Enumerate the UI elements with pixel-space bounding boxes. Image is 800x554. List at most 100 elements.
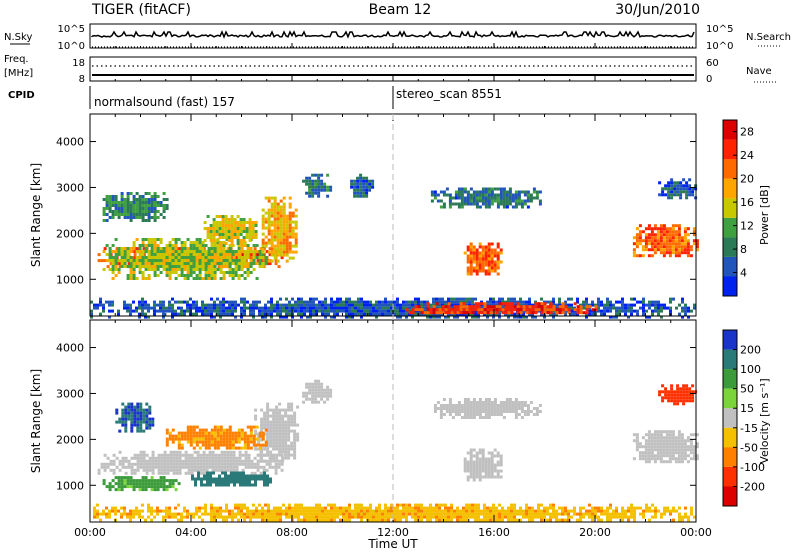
nsearch-tick-top: 10^5 xyxy=(706,24,733,35)
power-colorbar-label: Power [dB] xyxy=(758,185,771,245)
velocity-region-1 xyxy=(191,471,272,487)
power-region-3 xyxy=(203,215,258,245)
nsearch-tick-bottom: 10^0 xyxy=(706,41,733,52)
velocity-colorbar-swatch-5 xyxy=(723,427,737,448)
power-ylabel: Slant Range [km] xyxy=(29,163,43,267)
velocity-colorbar-tick-7: -200 xyxy=(740,480,765,493)
power-colorbar-swatch-0 xyxy=(723,276,737,296)
power-colorbar-swatch-6 xyxy=(723,159,737,179)
velocity-colorbar-tick-4: -15 xyxy=(740,422,758,435)
velocity-colorbar-swatch-6 xyxy=(723,447,737,467)
velocity-colorbar-tick-0: 200 xyxy=(740,344,761,357)
power-region-6 xyxy=(350,173,375,198)
velocity-colorbar-tick-2: 50 xyxy=(740,383,754,396)
velocity-ytick-label-2: 3000 xyxy=(56,387,84,400)
nsky-label: N.Sky xyxy=(4,32,32,43)
x-tick-label-6: 00:00 xyxy=(680,526,712,539)
power-colorbar-swatch-2 xyxy=(723,237,737,257)
velocity-ytick-label-3: 4000 xyxy=(56,342,84,355)
power-ytick-label-2: 3000 xyxy=(56,181,84,194)
freq-panel-frame xyxy=(89,56,697,82)
power-heatmap xyxy=(90,173,699,319)
velocity-axes: 1000 2000 3000 4000 xyxy=(56,320,697,522)
date-title: 30/Jun/2010 xyxy=(615,2,700,18)
power-region-5 xyxy=(302,173,333,198)
freq-unit: [MHz] xyxy=(4,68,33,79)
cpid-segment-normalsound: normalsound (fast) 157 xyxy=(94,95,235,109)
nave-label: Nave xyxy=(746,66,772,77)
x-tick-label-2: 08:00 xyxy=(276,526,308,539)
velocity-region-5 xyxy=(165,425,268,450)
velocity-panel-frame xyxy=(89,319,697,523)
velocity-colorbar-tick-6: -100 xyxy=(740,461,765,474)
cpid-label: CPID xyxy=(8,90,35,101)
velocity-colorbar-label: Velocity [m s⁻¹] xyxy=(758,378,771,463)
power-colorbar-swatch-7 xyxy=(723,139,737,160)
velocity-region-0 xyxy=(97,450,284,475)
velocity-colorbar-swatch-7 xyxy=(723,466,737,487)
velocity-region-8 xyxy=(463,448,503,482)
power-colorbar-tick-2: 12 xyxy=(740,220,754,233)
velocity-colorbar-tick-3: 15 xyxy=(740,402,754,415)
power-ytick-label-1: 2000 xyxy=(56,227,84,240)
time-axis-title: Time UT xyxy=(367,537,418,551)
power-colorbar-tick-3: 16 xyxy=(740,196,754,209)
velocity-ytick-label-1: 2000 xyxy=(56,433,84,446)
freq-tick-top: 18 xyxy=(72,58,85,69)
power-region-8 xyxy=(463,242,503,276)
velocity-region-4 xyxy=(115,402,155,433)
velocity-colorbar: 200 100 50 15 -15 -50 -100 -200 xyxy=(722,329,765,507)
nsearch-label: N.Search xyxy=(746,32,791,43)
power-region-1 xyxy=(102,238,268,280)
velocity-colorbar-swatch-1 xyxy=(723,349,737,370)
power-region-9 xyxy=(632,224,699,258)
freq-tick-bottom: 8 xyxy=(79,74,85,85)
time-axis-labels: 00:00 04:00 08:00 12:00 16:00 20:00 00:00 xyxy=(74,526,712,539)
freq-label: Freq. xyxy=(4,54,29,65)
x-tick-label-4: 16:00 xyxy=(478,526,510,539)
velocity-colorbar-swatch-2 xyxy=(723,369,737,389)
x-tick-label-5: 20:00 xyxy=(579,526,611,539)
power-region-10 xyxy=(658,178,698,200)
velocity-region-9 xyxy=(632,430,699,464)
nsky-tick-bottom: 10^0 xyxy=(58,41,85,52)
power-colorbar-swatch-1 xyxy=(723,256,737,277)
power-colorbar-tick-4: 20 xyxy=(740,173,754,186)
velocity-region-7 xyxy=(433,398,542,419)
power-colorbar-tick-1: 8 xyxy=(740,243,747,256)
velocity-heatmap xyxy=(93,379,699,522)
power-region-4 xyxy=(102,192,169,222)
velocity-region-11 xyxy=(93,503,696,522)
velocity-ytick-label-0: 1000 xyxy=(56,479,84,492)
radar-title: TIGER (fitACF) xyxy=(91,2,191,18)
nave-tick-top: 60 xyxy=(706,58,719,69)
power-axes: 1000 2000 3000 4000 xyxy=(56,114,697,316)
nave-tick-bottom: 0 xyxy=(706,74,712,85)
velocity-colorbar-tick-1: 100 xyxy=(740,363,761,376)
velocity-colorbar-swatch-4 xyxy=(723,408,737,428)
power-ytick-label-0: 1000 xyxy=(56,273,84,286)
power-colorbar-swatch-8 xyxy=(723,120,737,140)
power-colorbar-tick-5: 24 xyxy=(740,149,754,162)
x-tick-label-1: 04:00 xyxy=(175,526,207,539)
power-colorbar-swatch-3 xyxy=(723,217,737,238)
nsky-line xyxy=(91,30,695,39)
power-colorbar-tick-0: 4 xyxy=(740,267,747,280)
velocity-region-2 xyxy=(102,476,181,492)
power-colorbar-swatch-5 xyxy=(723,178,737,199)
velocity-colorbar-tick-5: -50 xyxy=(740,441,758,454)
velocity-region-10 xyxy=(658,384,698,406)
power-colorbar: 4 8 12 16 20 24 28 xyxy=(722,119,754,297)
nsky-tick-top: 10^5 xyxy=(58,24,85,35)
beam-title: Beam 12 xyxy=(369,2,432,18)
velocity-region-6 xyxy=(302,379,333,404)
power-colorbar-swatch-4 xyxy=(723,198,737,218)
cpid-segment-stereo: stereo_scan 8551 xyxy=(396,87,502,101)
velocity-ylabel: Slant Range [km] xyxy=(29,369,43,473)
velocity-colorbar-swatch-3 xyxy=(723,388,737,409)
velocity-colorbar-swatch-8 xyxy=(723,486,737,506)
x-tick-label-0: 00:00 xyxy=(74,526,106,539)
nsky-trace xyxy=(89,30,697,81)
power-region-7 xyxy=(430,187,542,209)
